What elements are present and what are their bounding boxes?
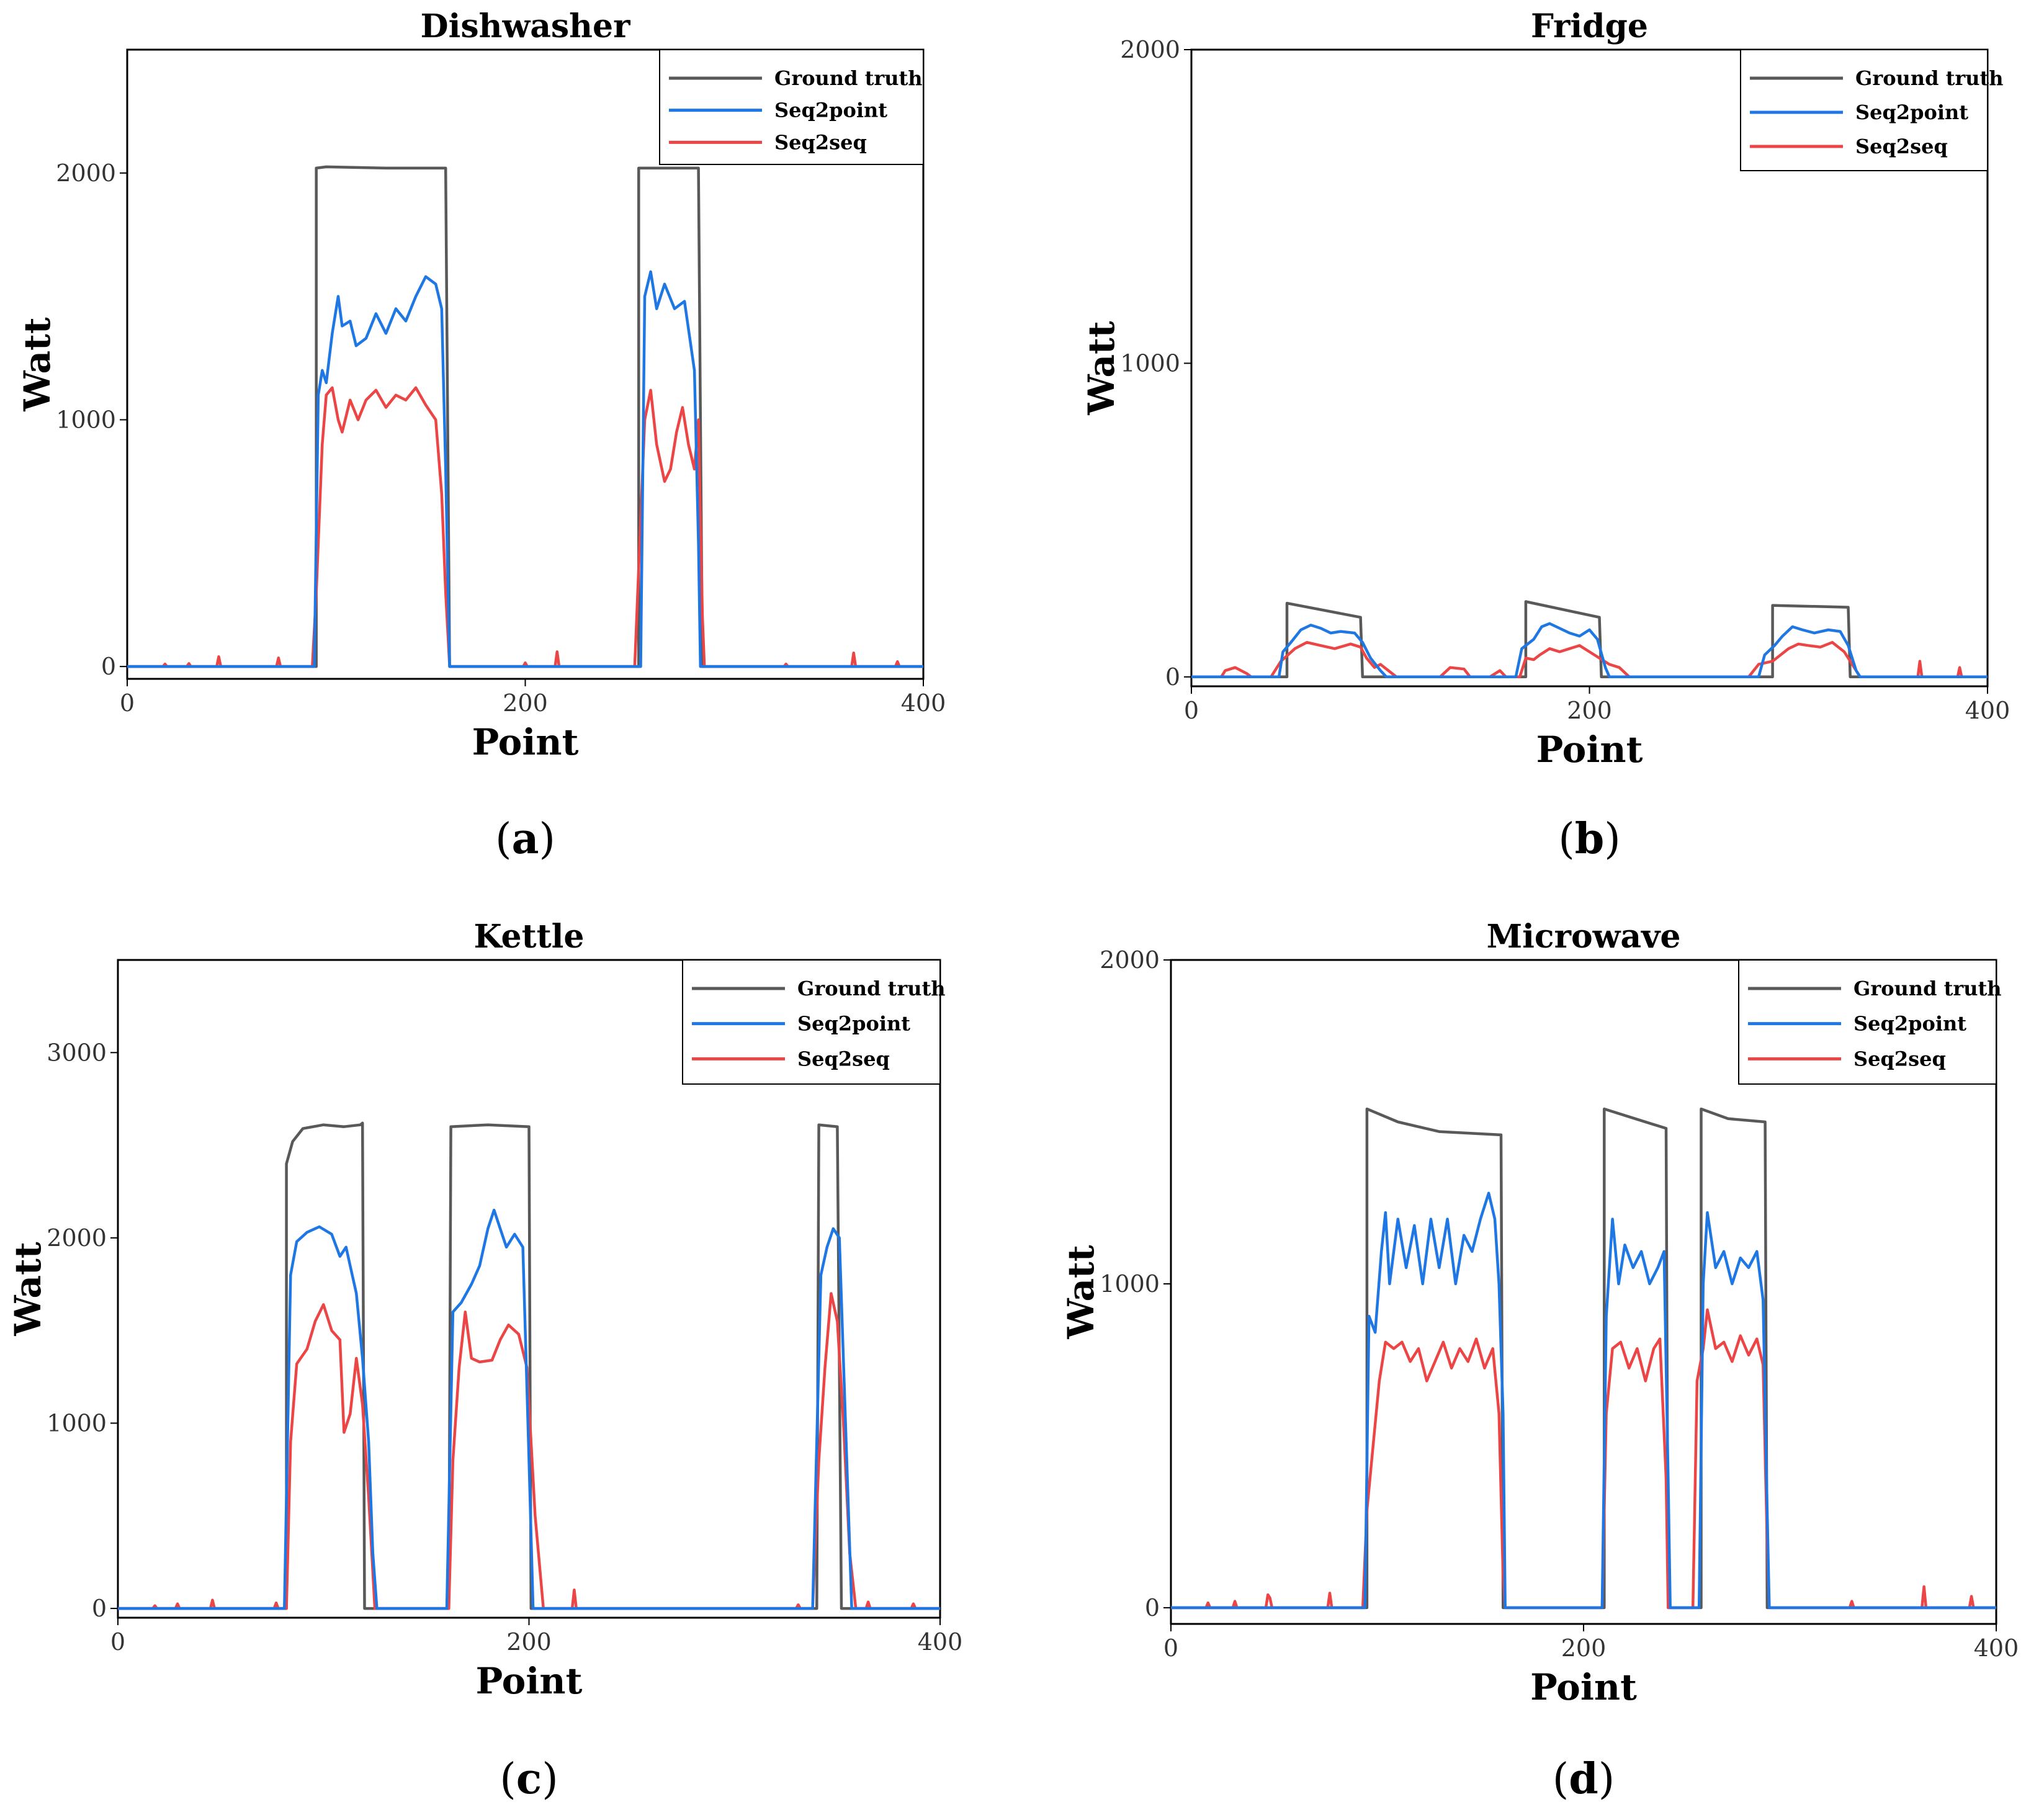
x-tick-label: 200 <box>503 689 548 717</box>
chart-title: Dishwasher <box>421 7 631 45</box>
series-line-seq2seq <box>1171 1308 1996 1610</box>
x-tick-label: 400 <box>901 689 946 717</box>
x-axis-label: Point <box>1530 1666 1637 1708</box>
y-tick-label: 2000 <box>47 1224 107 1252</box>
y-axis-label: Watt <box>16 317 58 411</box>
legend-label-ground-truth: Ground truth <box>797 977 946 1000</box>
legend: Ground truth Seq2point Seq2seq <box>682 959 946 1085</box>
y-axis-label: Watt <box>1060 1245 1102 1339</box>
panel-label: (d) <box>1553 1754 1615 1804</box>
chart-fridge: Fridge 0 200 400 0 1000 2000 Point Watt Ground tr… <box>1080 7 2010 864</box>
panel-label: (b) <box>1558 814 1621 864</box>
x-tick-label: 200 <box>1561 1634 1607 1662</box>
legend: Ground truth Seq2point Seq2seq <box>1738 959 2002 1085</box>
legend-label-seq2seq: Seq2seq <box>774 130 867 154</box>
x-tick-label: 400 <box>1965 697 2010 724</box>
chart-kettle: Kettle 0 200 400 0 1000 2000 3000 Point Watt Groun… <box>7 918 962 1804</box>
legend-box <box>682 959 941 1085</box>
x-axis-label: Point <box>1536 728 1643 771</box>
series-line-ground-truth <box>127 165 923 668</box>
series-line-seq2point <box>1171 1191 1996 1610</box>
legend-label-seq2seq: Seq2seq <box>1855 135 1948 158</box>
series-line-seq2seq <box>127 386 923 668</box>
series-line-ground-truth <box>1171 1107 1996 1610</box>
legend-label-seq2point: Seq2point <box>1853 1012 1966 1036</box>
x-tick-label: 0 <box>1163 1634 1178 1662</box>
series-group <box>1191 600 1988 679</box>
series-line-seq2point <box>127 270 923 668</box>
x-tick-label: 0 <box>120 689 135 717</box>
legend-label-seq2seq: Seq2seq <box>797 1047 890 1070</box>
panel-label: (a) <box>495 814 555 864</box>
y-tick-label: 0 <box>1165 663 1180 691</box>
series-line-seq2seq <box>1191 640 1988 679</box>
legend-label-seq2point: Seq2point <box>774 99 887 122</box>
chart-title: Kettle <box>473 918 584 956</box>
legend-label-seq2point: Seq2point <box>1855 101 1968 124</box>
x-tick-label: 0 <box>110 1628 125 1656</box>
y-tick-label: 2000 <box>1100 946 1160 974</box>
y-tick-label: 0 <box>1145 1594 1160 1621</box>
y-axis-label: Watt <box>7 1242 49 1336</box>
chart-dishwasher: Dishwasher 0 200 400 0 1000 2000 Point Watt Groun… <box>16 7 946 864</box>
legend-label-ground-truth: Ground truth <box>774 66 923 90</box>
panel-label: (c) <box>500 1754 558 1804</box>
legend: Ground truth Seq2point Seq2seq <box>1740 49 2004 171</box>
y-tick-label: 2000 <box>1120 36 1180 63</box>
y-tick-label: 1000 <box>1120 349 1180 377</box>
y-axis-label: Watt <box>1080 321 1123 415</box>
series-group <box>118 1121 940 1610</box>
y-tick-label: 1000 <box>56 406 116 433</box>
series-group <box>127 165 923 668</box>
y-tick-label: 1000 <box>47 1409 107 1437</box>
series-line-seq2point <box>1191 622 1988 679</box>
x-tick-label: 400 <box>1974 1634 2019 1662</box>
y-tick-label: 0 <box>92 1595 107 1622</box>
series-line-seq2point <box>118 1208 940 1610</box>
legend-box <box>1738 959 1997 1085</box>
legend-label-ground-truth: Ground truth <box>1853 977 2002 1000</box>
x-tick-label: 200 <box>1567 697 1612 724</box>
y-tick-label: 0 <box>101 653 116 680</box>
x-tick-label: 200 <box>506 1628 552 1656</box>
chart-title: Fridge <box>1531 7 1648 45</box>
legend-label-ground-truth: Ground truth <box>1855 66 2004 90</box>
x-tick-label: 0 <box>1184 697 1199 724</box>
legend-box <box>659 49 924 165</box>
y-tick-label: 2000 <box>56 159 116 187</box>
y-tick-label: 1000 <box>1100 1270 1160 1298</box>
chart-microwave: Microwave 0 200 400 0 1000 2000 Point Watt Ground… <box>1060 918 2019 1804</box>
chart-title: Microwave <box>1487 918 1681 956</box>
y-tick-label: 3000 <box>47 1039 107 1066</box>
legend-box <box>1740 49 1988 171</box>
x-axis-label: Point <box>472 721 579 763</box>
legend-label-seq2seq: Seq2seq <box>1853 1047 1946 1070</box>
series-group <box>1171 1107 1996 1610</box>
x-tick-label: 400 <box>918 1628 963 1656</box>
series-line-ground-truth <box>1191 600 1988 679</box>
x-axis-label: Point <box>476 1660 583 1702</box>
legend-label-seq2point: Seq2point <box>797 1012 910 1036</box>
legend: Ground truth Seq2point Seq2seq <box>659 49 924 165</box>
